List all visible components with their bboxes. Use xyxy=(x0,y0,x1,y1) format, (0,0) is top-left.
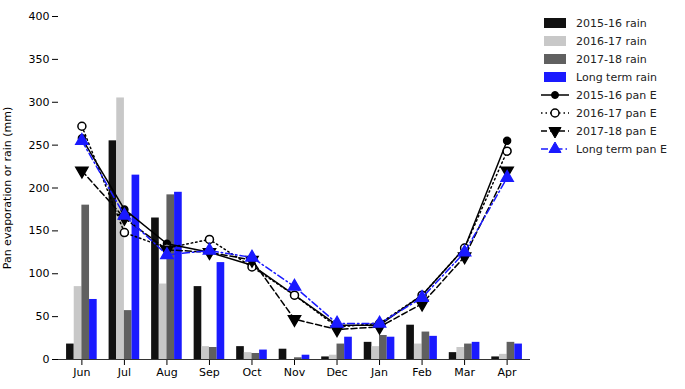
svg-text:Mar: Mar xyxy=(454,366,475,379)
svg-text:Dec: Dec xyxy=(326,366,347,379)
html-text:Long term pan E: Long term pan E xyxy=(576,142,667,156)
svg-text:0: 0 xyxy=(43,353,50,366)
svg-text:Feb: Feb xyxy=(412,366,431,379)
svg-text:Pan evaporation or rain (mm): Pan evaporation or rain (mm) xyxy=(1,107,14,269)
svg-text:150: 150 xyxy=(29,224,50,237)
svg-text:300: 300 xyxy=(29,96,50,109)
svg-text:200: 200 xyxy=(29,182,50,195)
svg-text:Jan: Jan xyxy=(370,366,388,379)
html-text:2016-17 rain: 2016-17 rain xyxy=(576,34,647,48)
html-text:2015-16 rain: 2015-16 rain xyxy=(576,16,647,30)
svg-text:400: 400 xyxy=(29,10,50,23)
svg-text:Aug: Aug xyxy=(156,366,177,379)
html-text:Long term rain: Long term rain xyxy=(576,70,657,84)
html-text:2016-17 pan E: 2016-17 pan E xyxy=(576,106,657,120)
svg-text:Oct: Oct xyxy=(242,366,262,379)
html-text:2015-16 pan E: 2015-16 pan E xyxy=(576,88,657,102)
svg-text:50: 50 xyxy=(36,310,50,323)
html-text:2017-18 rain: 2017-18 rain xyxy=(576,52,647,66)
svg-text:250: 250 xyxy=(29,139,50,152)
html-text:2017-18 pan E: 2017-18 pan E xyxy=(576,124,657,138)
svg-text:100: 100 xyxy=(29,267,50,280)
svg-text:350: 350 xyxy=(29,53,50,66)
svg-text:Sep: Sep xyxy=(199,366,220,379)
svg-text:Nov: Nov xyxy=(284,366,306,379)
svg-text:Apr: Apr xyxy=(498,366,518,379)
svg-text:Jul: Jul xyxy=(117,366,131,379)
svg-text:Jun: Jun xyxy=(72,366,90,379)
